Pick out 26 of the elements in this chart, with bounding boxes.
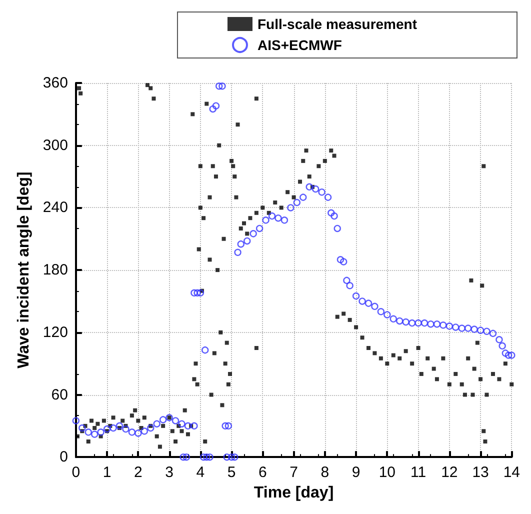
x-tick-label: 8 (320, 464, 330, 482)
x-tick-label: 5 (227, 464, 236, 482)
y-tick-label: 360 (42, 74, 68, 92)
y-tick-label: 0 (60, 448, 68, 466)
x-tick-label: 14 (503, 464, 520, 482)
y-tick-label: 300 (42, 136, 68, 154)
legend-label: Full-scale measurement (257, 16, 418, 32)
y-tick-label: 240 (42, 199, 68, 216)
x-tick-label: 6 (258, 464, 267, 482)
x-tick-label: 10 (378, 464, 396, 482)
x-axis-title: Time [day] (254, 484, 334, 502)
x-tick-label: 1 (102, 464, 112, 482)
x-tick-label: 9 (352, 464, 360, 482)
x-tick-label: 4 (196, 464, 205, 482)
legend-label: AIS+ECMWF (257, 37, 342, 53)
x-tick-label: 2 (134, 464, 142, 482)
x-tick-label: 13 (472, 464, 489, 482)
x-tick-label: 3 (165, 464, 174, 482)
y-tick-label: 60 (51, 386, 68, 404)
x-tick-label: 12 (441, 464, 458, 482)
x-tick-label: 7 (290, 464, 298, 482)
x-tick-label: 11 (410, 464, 426, 482)
y-tick-label: 120 (42, 324, 68, 341)
y-tick-label: 180 (42, 262, 68, 279)
x-tick-label: 0 (72, 464, 80, 482)
y-axis-title: Wave incident angle [deg] (16, 172, 32, 368)
